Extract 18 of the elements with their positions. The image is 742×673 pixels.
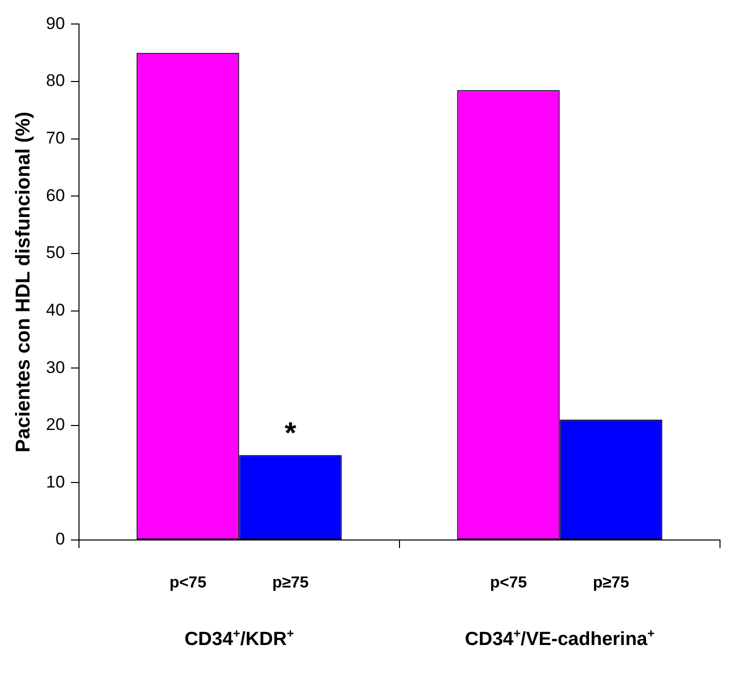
x-tick-label: CD34+/KDR+	[184, 626, 294, 650]
text: p≥75	[272, 574, 309, 592]
text: p<75	[169, 574, 206, 592]
annotation: *	[284, 417, 297, 450]
y-tick-label: 30	[46, 358, 65, 377]
y-tick-label: 70	[46, 128, 65, 148]
y-tick-label: 80	[46, 71, 65, 90]
y-tick-label: 10	[46, 472, 65, 492]
text: p≥75	[592, 574, 630, 592]
y-tick-label: 60	[46, 186, 65, 205]
text: p<75	[490, 574, 527, 592]
y-tick-label: 20	[46, 415, 65, 434]
y-tick-label: 90	[46, 14, 65, 33]
y-tick-label: 40	[46, 300, 65, 320]
x-tick-label: CD34+/VE-cadherina+	[464, 626, 655, 650]
y-tick-label: 0	[55, 530, 65, 549]
y-tick-label: 50	[46, 243, 65, 262]
y-axis-title: Pacientes con HDL disfuncional (%)	[12, 112, 35, 453]
